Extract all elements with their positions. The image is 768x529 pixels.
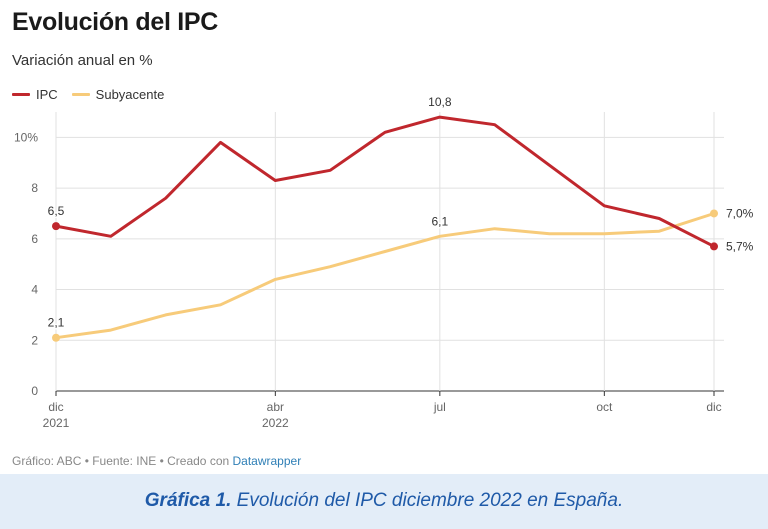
data-label-ipc: 5,7% [726,239,754,253]
data-label-ipc: 6,5 [48,204,65,218]
y-tick-label: 10% [14,130,38,144]
y-tick-label: 2 [31,333,38,347]
data-point-subyacente [52,333,60,342]
legend-label-subyacente: Subyacente [95,87,165,102]
series-line-ipc [54,115,716,248]
x-tick-label: abr [267,400,284,414]
data-label-subyacente: 7,0% [726,206,754,220]
x-tick-label: dic [48,400,63,414]
series-line-subyacente [54,212,716,340]
legend: IPC Subyacente [12,87,164,102]
figure-caption: Gráfica 1. Evolución del IPC diciembre 2… [0,490,768,512]
legend-item-subyacente: Subyacente [71,87,165,102]
x-tick-sublabel: 2022 [262,416,289,430]
y-tick-label: 0 [31,384,38,398]
legend-label-ipc: IPC [36,87,58,102]
datawrapper-link[interactable]: Datawrapper [232,454,302,468]
chart-title: Evolución del IPC [12,8,219,36]
data-label-subyacente: 2,1 [48,316,65,330]
data-label-subyacente: 6,1 [431,214,448,228]
x-tick-label: dic [706,400,721,414]
line-chart: 0 2 4 6 8 10% dic 2021 abr 2022 jul oct dic 6,5 10,8 5,… [14,94,754,430]
caption-label: Gráfica 1. [144,490,232,511]
legend-swatch-subyacente [71,93,90,96]
footer-text: Gráfico: ABC • Fuente: INE • Creado con [12,454,233,468]
legend-item-ipc: IPC [12,87,58,102]
chart-footer: Gráfico: ABC • Fuente: INE • Creado con … [12,454,301,468]
x-tick-sublabel: 2021 [43,416,70,430]
x-tick-label: jul [433,400,446,414]
legend-swatch-ipc [12,93,30,96]
chart-subtitle: Variación anual en % [12,52,153,69]
caption-text: Evolución del IPC diciembre 2022 en Espa… [231,490,624,511]
data-point-ipc [710,242,718,251]
y-tick-label: 4 [31,283,38,297]
chart-card: Evolución del IPC Variación anual en % I… [12,8,754,468]
y-tick-label: 6 [31,232,38,246]
x-tick-label: oct [596,400,613,414]
data-point-subyacente [710,209,718,218]
caption-band [0,474,768,529]
data-label-ipc: 10,8 [428,95,452,109]
data-point-ipc [52,222,60,231]
y-tick-label: 8 [31,181,38,195]
